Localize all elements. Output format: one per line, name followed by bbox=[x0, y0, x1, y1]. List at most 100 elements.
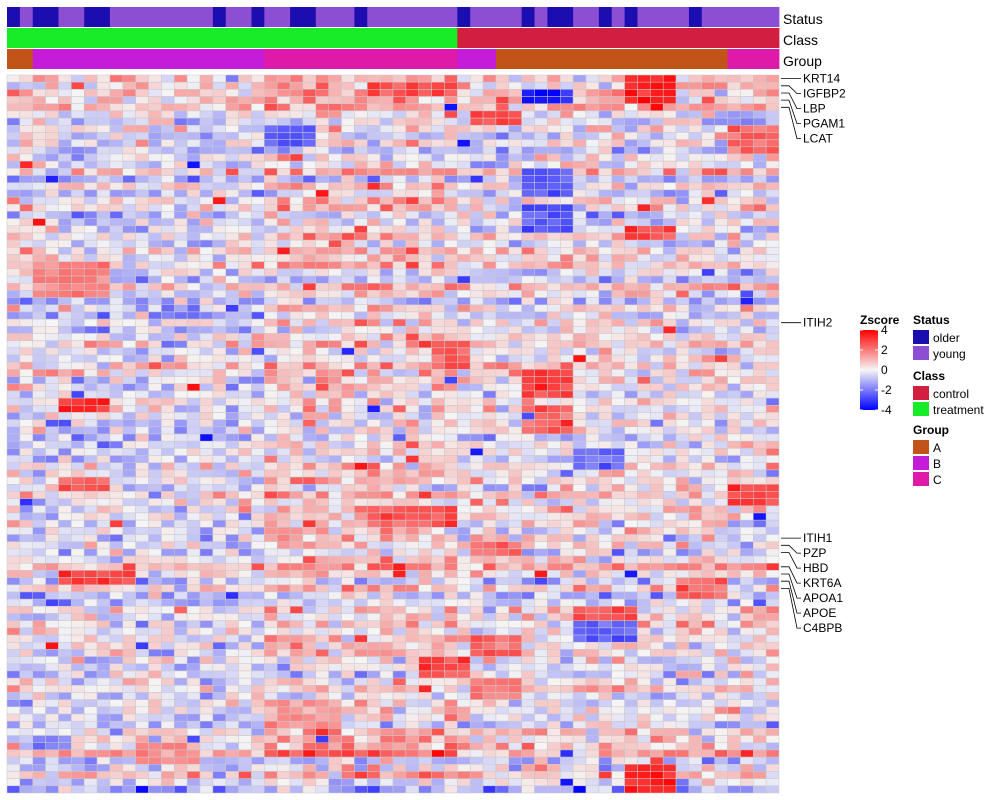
heatmap-cell-r49-c33 bbox=[431, 426, 445, 435]
heatmap-cell-r10-c4 bbox=[58, 146, 72, 155]
heatmap-cell-r54-c25 bbox=[328, 462, 342, 471]
heatmap-cell-r70-c12 bbox=[161, 577, 175, 586]
heatmap-cell-r72-c54 bbox=[701, 591, 715, 600]
heatmap-cell-r11-c9 bbox=[122, 153, 136, 162]
heatmap-cell-r21-c11 bbox=[148, 225, 162, 234]
heatmap-cell-r76-c19 bbox=[251, 620, 265, 629]
heatmap-cell-r35-c33 bbox=[431, 326, 445, 334]
heatmap-cell-r1-c55 bbox=[714, 81, 728, 90]
heatmap-cell-r60-c58 bbox=[753, 505, 767, 514]
heatmap-cell-r5-c48 bbox=[624, 110, 638, 119]
heatmap-cell-r20-c57 bbox=[740, 218, 754, 227]
heatmap-cell-r32-c6 bbox=[83, 304, 98, 313]
heatmap-cell-r48-c40 bbox=[521, 419, 535, 428]
heatmap-cell-r76-c3 bbox=[45, 620, 59, 629]
annotation-cell-group-14 bbox=[187, 49, 201, 69]
heatmap-cell-r47-c51 bbox=[662, 412, 677, 420]
heatmap-cell-r2-c50 bbox=[650, 89, 664, 97]
heatmap-cell-r51-c38 bbox=[495, 440, 510, 449]
heatmap-cell-r52-c23 bbox=[302, 448, 317, 456]
heatmap-cell-r28-c55 bbox=[714, 275, 728, 284]
heatmap-cell-r75-c12 bbox=[161, 613, 175, 621]
heatmap-cell-r19-c11 bbox=[148, 211, 162, 219]
heatmap-cell-r77-c1 bbox=[19, 627, 33, 636]
heatmap-cell-r10-c8 bbox=[109, 146, 124, 155]
heatmap-cell-r48-c12 bbox=[161, 419, 175, 428]
heatmap-cell-r38-c28 bbox=[367, 347, 381, 356]
heatmap-cell-r19-c1 bbox=[19, 211, 33, 219]
heatmap-cell-r78-c32 bbox=[418, 634, 432, 643]
heatmap-cell-r75-c19 bbox=[251, 613, 265, 621]
heatmap-cell-r7-c53 bbox=[688, 125, 703, 133]
heatmap-cell-r57-c57 bbox=[740, 484, 754, 492]
heatmap-cell-r28-c7 bbox=[96, 275, 111, 284]
heatmap-cell-r58-c51 bbox=[662, 491, 677, 499]
heatmap-cell-r75-c39 bbox=[508, 613, 522, 621]
heatmap-cell-r11-c23 bbox=[302, 153, 317, 162]
heatmap-cell-r71-c47 bbox=[611, 584, 625, 593]
heatmap-cell-r0-c41 bbox=[534, 74, 548, 83]
heatmap-cell-r25-c25 bbox=[328, 254, 342, 262]
heatmap-cell-r27-c54 bbox=[701, 268, 715, 277]
heatmap-cell-r73-c46 bbox=[598, 598, 612, 607]
heatmap-cell-r10-c46 bbox=[598, 146, 612, 155]
heatmap-cell-r5-c56 bbox=[727, 110, 741, 119]
heatmap-cell-r0-c19 bbox=[251, 74, 265, 83]
heatmap-cell-r52-c57 bbox=[740, 448, 754, 456]
heatmap-cell-r56-c30 bbox=[392, 476, 407, 485]
heatmap-cell-r27-c21 bbox=[276, 268, 291, 277]
heatmap-cell-r4-c47 bbox=[611, 103, 625, 112]
heatmap-cell-r30-c47 bbox=[611, 290, 625, 298]
heatmap-cell-r71-c2 bbox=[32, 584, 46, 593]
heatmap-cell-r68-c40 bbox=[521, 562, 535, 571]
heatmap-cell-r25-c13 bbox=[174, 254, 188, 262]
heatmap-cell-r20-c12 bbox=[161, 218, 175, 227]
annotation-cell-group-1 bbox=[19, 49, 34, 69]
heatmap-cell-r27-c24 bbox=[315, 268, 329, 277]
heatmap-cell-r30-c19 bbox=[251, 290, 265, 298]
heatmap-cell-r11-c18 bbox=[238, 153, 252, 162]
heatmap-cell-r68-c2 bbox=[32, 562, 46, 571]
heatmap-cell-r75-c31 bbox=[405, 613, 419, 621]
heatmap-cell-r70-c28 bbox=[367, 577, 381, 586]
heatmap-cell-r15-c18 bbox=[238, 182, 252, 191]
heatmap-cell-r42-c22 bbox=[289, 376, 304, 384]
heatmap-cell-r44-c44 bbox=[572, 390, 587, 399]
heatmap-cell-r62-c3 bbox=[45, 519, 59, 528]
heatmap-cell-r53-c28 bbox=[367, 455, 381, 463]
heatmap-cell-r37-c34 bbox=[444, 340, 458, 349]
heatmap-cell-r22-c1 bbox=[19, 232, 33, 241]
heatmap-cell-r43-c16 bbox=[212, 383, 226, 392]
heatmap-cell-r78-c17 bbox=[225, 634, 239, 643]
heatmap-cell-r69-c26 bbox=[341, 570, 355, 578]
heatmap-cell-r5-c9 bbox=[122, 110, 136, 119]
heatmap-cell-r27-c34 bbox=[444, 268, 458, 277]
annotation-cell-status-23 bbox=[302, 7, 317, 27]
heatmap-cell-r40-c55 bbox=[714, 361, 728, 370]
heatmap-cell-r21-c3 bbox=[45, 225, 59, 234]
heatmap-cell-r22-c2 bbox=[32, 232, 46, 241]
heatmap-cell-r46-c16 bbox=[212, 405, 226, 413]
annotation-label-group: Group bbox=[783, 53, 822, 69]
heatmap-cell-r19-c57 bbox=[740, 211, 754, 219]
heatmap-cell-r23-c11 bbox=[148, 239, 162, 248]
heatmap-cell-r5-c49 bbox=[637, 110, 651, 119]
heatmap-cell-r36-c52 bbox=[675, 333, 690, 341]
heatmap-cell-r44-c18 bbox=[238, 390, 252, 399]
heatmap-cell-r78-c21 bbox=[276, 634, 291, 643]
heatmap-cell-r18-c27 bbox=[354, 203, 368, 212]
heatmap-cell-r72-c59 bbox=[765, 591, 780, 600]
heatmap-cell-r17-c50 bbox=[650, 196, 664, 205]
heatmap-cell-r51-c11 bbox=[148, 440, 162, 449]
heatmap-cell-r16-c30 bbox=[392, 189, 407, 198]
heatmap-cell-r16-c54 bbox=[701, 189, 715, 198]
heatmap-cell-r13-c20 bbox=[264, 168, 278, 176]
heatmap-cell-r13-c25 bbox=[328, 168, 342, 176]
heatmap-cell-r79-c3 bbox=[45, 641, 59, 650]
heatmap-cell-r29-c20 bbox=[264, 282, 278, 291]
heatmap-cell-r30-c13 bbox=[174, 290, 188, 298]
heatmap-cell-r10-c1 bbox=[19, 146, 33, 155]
heatmap-cell-r70-c26 bbox=[341, 577, 355, 586]
heatmap-cell-r28-c19 bbox=[251, 275, 265, 284]
heatmap-cell-r12-c46 bbox=[598, 160, 612, 169]
